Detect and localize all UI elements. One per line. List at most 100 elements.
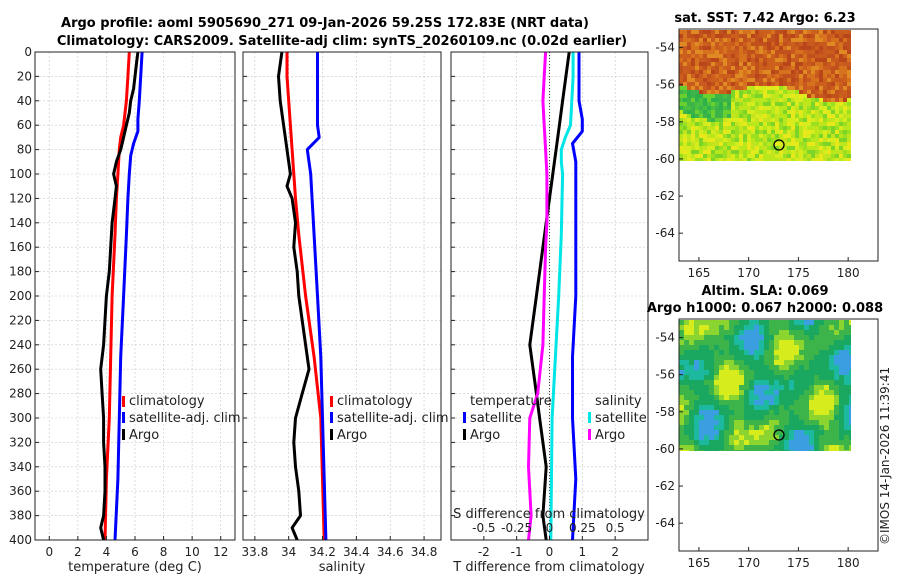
difference-legend: temperature satellite Argo salinity sate… bbox=[463, 394, 647, 443]
legend-swatch-satellite bbox=[330, 412, 333, 423]
lat-tick-label: -58 bbox=[655, 405, 675, 419]
legend-label-argo: Argo bbox=[337, 428, 367, 443]
y-tick-label: 340 bbox=[9, 460, 32, 474]
sla-map-title-2: Argo h1000: 0.067 h2000: 0.088 bbox=[647, 301, 883, 316]
legend-swatch-climatology bbox=[122, 396, 125, 407]
sla-field bbox=[679, 320, 851, 451]
y-tick-label: 380 bbox=[9, 509, 32, 523]
salinity-panel: 33.8 34 34.2 34.4 34.6 34.8 salinity climatol… bbox=[241, 51, 449, 575]
x-tick-label: 1 bbox=[579, 545, 587, 559]
sla-map-panel: Altim. SLA: 0.069 Argo h1000: 0.067 h200… bbox=[647, 284, 883, 570]
series-line-argo bbox=[99, 51, 140, 541]
temperature-legend: climatology satellite-adj. clim Argo bbox=[122, 394, 241, 443]
lat-tick-label: -56 bbox=[655, 78, 675, 92]
y-tick-label: 360 bbox=[9, 484, 32, 498]
x-tick-label: 34.6 bbox=[377, 545, 404, 559]
y-tick-label: 60 bbox=[17, 118, 32, 132]
salinity-tick-label: 0.5 bbox=[606, 521, 625, 535]
title-line-2: Climatology: CARS2009. Satellite-adj cli… bbox=[57, 34, 627, 49]
lat-tick-label: -56 bbox=[655, 368, 675, 382]
lat-tick-label: -54 bbox=[655, 41, 675, 55]
x-tick-label: 12 bbox=[213, 545, 228, 559]
legend-swatch-s-argo bbox=[588, 429, 591, 440]
lon-tick-label: 165 bbox=[687, 266, 710, 280]
x-tick-label: 33.8 bbox=[241, 545, 268, 559]
y-tick-label: 100 bbox=[9, 167, 32, 181]
x-tick-label: 34.4 bbox=[343, 545, 370, 559]
y-tick-label: 200 bbox=[9, 289, 32, 303]
x-tick-label: 2 bbox=[611, 545, 619, 559]
x-tick-label: -1 bbox=[511, 545, 523, 559]
x-tick-label: 4 bbox=[103, 545, 111, 559]
y-tick-label: 20 bbox=[17, 69, 32, 83]
legend-swatch-argo bbox=[122, 429, 125, 440]
series-line-s-argo bbox=[527, 51, 549, 541]
x-tick-label: 34.8 bbox=[411, 545, 438, 559]
x-tick-label: 6 bbox=[131, 545, 139, 559]
legend-swatch-t-satellite bbox=[463, 412, 466, 423]
legend-label-s-satellite: satellite bbox=[595, 411, 647, 426]
legend-label-t-argo: Argo bbox=[470, 428, 500, 443]
series-line-t-satellite bbox=[571, 52, 584, 541]
lat-tick-label: -64 bbox=[655, 226, 675, 240]
series-line-satellite-adj-clim bbox=[305, 52, 328, 541]
lon-tick-label: 165 bbox=[687, 556, 710, 570]
y-tick-label: 140 bbox=[9, 216, 32, 230]
legend-swatch-t-argo bbox=[463, 429, 466, 440]
y-tick-label: 400 bbox=[9, 533, 32, 547]
lat-tick-label: -60 bbox=[655, 152, 675, 166]
x-tick-label: 2 bbox=[74, 545, 82, 559]
y-tick-label: 260 bbox=[9, 362, 32, 376]
legend-swatch-satellite bbox=[122, 412, 125, 423]
y-tick-label: 160 bbox=[9, 240, 32, 254]
y-tick-label: 320 bbox=[9, 435, 32, 449]
y-tick-label: 280 bbox=[9, 387, 32, 401]
salinity-legend: climatology satellite-adj. clim Argo bbox=[330, 394, 449, 443]
temperature-xlabel: temperature (deg C) bbox=[68, 560, 202, 575]
lon-tick-label: 170 bbox=[737, 556, 760, 570]
lon-tick-label: 175 bbox=[787, 556, 810, 570]
sla-map-axes bbox=[678, 318, 879, 552]
legend-label-satellite: satellite-adj. clim bbox=[337, 411, 449, 426]
sst-map-title: sat. SST: 7.42 Argo: 6.23 bbox=[674, 11, 855, 26]
x-tick-label: 34.2 bbox=[309, 545, 336, 559]
x-tick-label: 10 bbox=[185, 545, 200, 559]
imos-timestamp: ©IMOS 14-Jan-2026 11:39:41 bbox=[878, 367, 892, 545]
x-tick-label: 0 bbox=[45, 545, 53, 559]
y-tick-label: 220 bbox=[9, 313, 32, 327]
sla-map-title-1: Altim. SLA: 0.069 bbox=[702, 284, 829, 299]
difference-xlabel-salinity: S difference from climatology bbox=[453, 507, 645, 522]
argo-position-marker bbox=[773, 139, 785, 151]
salinity-tick-label: -0.25 bbox=[501, 521, 532, 535]
lat-tick-label: -62 bbox=[655, 189, 675, 203]
legend-swatch-s-satellite bbox=[588, 412, 591, 423]
x-tick-label: -2 bbox=[478, 545, 490, 559]
lon-tick-label: 175 bbox=[787, 266, 810, 280]
lat-tick-label: -54 bbox=[655, 331, 675, 345]
legend-title-salinity: salinity bbox=[595, 394, 642, 409]
y-tick-label: 120 bbox=[9, 191, 32, 205]
legend-label-argo: Argo bbox=[129, 428, 159, 443]
y-tick-label: 300 bbox=[9, 411, 32, 425]
legend-label-climatology: climatology bbox=[337, 394, 413, 409]
lat-tick-label: -60 bbox=[655, 442, 675, 456]
sst-map-axes bbox=[678, 28, 879, 262]
series-line-satellite-adj-clim bbox=[113, 51, 144, 541]
difference-panel: -2 -1 0 1 2 -0.5 -0.25 0 0.25 0.5 T difference fr… bbox=[450, 51, 649, 575]
legend-label-s-argo: Argo bbox=[595, 428, 625, 443]
series-line-climatology bbox=[285, 52, 326, 541]
argo-position-marker bbox=[773, 429, 785, 441]
lat-tick-label: -64 bbox=[655, 516, 675, 530]
salinity-tick-label: -0.5 bbox=[472, 521, 495, 535]
lat-tick-label: -58 bbox=[655, 115, 675, 129]
lon-tick-label: 180 bbox=[837, 266, 860, 280]
x-tick-label: 0 bbox=[546, 545, 554, 559]
lat-tick-label: -62 bbox=[655, 479, 675, 493]
lon-tick-label: 170 bbox=[737, 266, 760, 280]
legend-label-satellite: satellite-adj. clim bbox=[129, 411, 241, 426]
y-tick-label: 240 bbox=[9, 338, 32, 352]
series-line-s-satellite bbox=[549, 52, 575, 541]
y-tick-label: 0 bbox=[24, 45, 32, 59]
series-line-t-argo bbox=[528, 51, 571, 541]
